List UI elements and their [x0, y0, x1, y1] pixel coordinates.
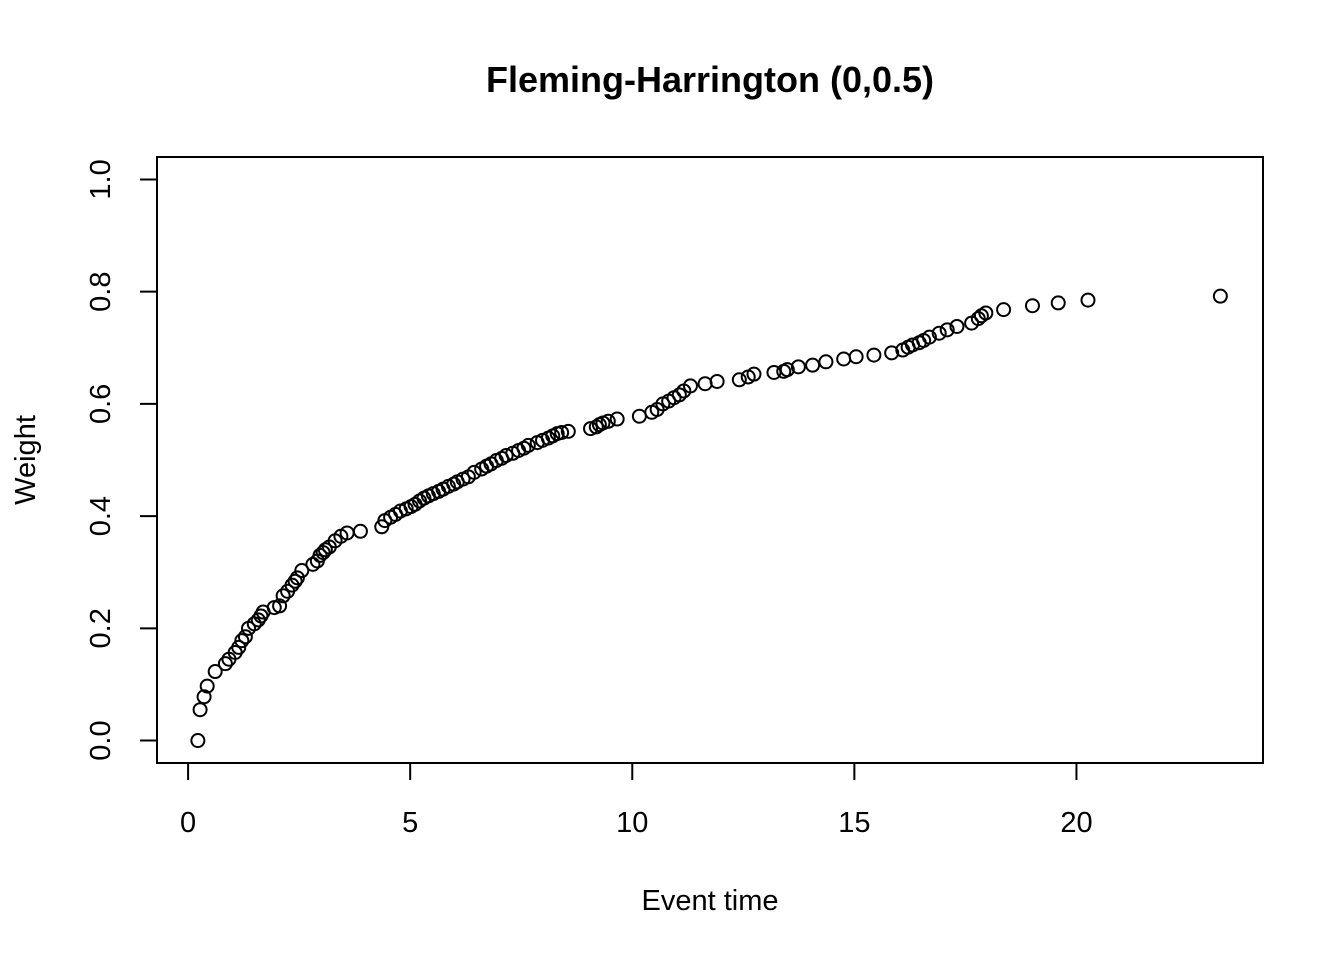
data-point	[466, 464, 482, 480]
data-point	[275, 588, 291, 604]
data-point	[746, 366, 762, 382]
data-point	[237, 629, 253, 645]
data-point	[1024, 298, 1040, 314]
data-point	[682, 378, 698, 394]
data-point	[352, 523, 368, 539]
y-tick-label: 1.0	[85, 159, 117, 199]
data-point	[583, 421, 599, 437]
data-point	[939, 322, 955, 338]
data-point	[697, 376, 713, 392]
data-point	[217, 656, 233, 672]
y-tick-label: 0.6	[85, 384, 117, 424]
y-tick-label: 0.2	[85, 608, 117, 648]
data-point	[231, 639, 247, 655]
y-tick-label: 0.0	[85, 720, 117, 760]
data-point	[250, 612, 266, 628]
data-point	[560, 423, 576, 439]
data-point	[1212, 288, 1228, 304]
x-tick-label: 15	[838, 807, 870, 839]
x-axis-label: Event time	[642, 885, 779, 917]
data-point	[978, 305, 994, 321]
data-point	[520, 437, 536, 453]
data-point	[671, 387, 687, 403]
data-point	[709, 373, 725, 389]
data-point	[272, 598, 288, 614]
x-tick-label: 0	[180, 807, 196, 839]
data-point	[884, 345, 900, 361]
data-point	[848, 349, 864, 365]
data-point	[805, 357, 821, 373]
data-point	[287, 573, 303, 589]
data-point	[294, 563, 310, 579]
data-point	[199, 678, 215, 694]
chart-title: Fleming-Harrington (0,0.5)	[486, 59, 934, 100]
data-point	[305, 556, 321, 572]
plot-frame	[156, 156, 1264, 764]
y-axis-label: Weight	[10, 415, 42, 505]
data-point	[196, 689, 212, 705]
data-point	[790, 359, 806, 375]
data-point	[609, 411, 625, 427]
data-point	[554, 425, 570, 441]
x-tick-label: 10	[616, 807, 648, 839]
data-point	[931, 325, 947, 341]
data-point	[289, 570, 305, 586]
data-point	[836, 351, 852, 367]
data-point	[949, 318, 965, 334]
data-point	[207, 664, 223, 680]
data-point	[600, 413, 616, 429]
data-point	[731, 372, 747, 388]
data-point	[190, 733, 206, 749]
x-tick-label: 20	[1060, 807, 1092, 839]
x-tick-label: 5	[402, 807, 418, 839]
data-point	[631, 408, 647, 424]
y-axis: 0.0 0.2 0.4 0.6 0.8 1.0	[85, 159, 158, 761]
data-point	[1080, 292, 1096, 308]
x-axis: 0 5 10 15 20	[180, 762, 1093, 839]
y-tick-label: 0.4	[85, 496, 117, 536]
data-points	[190, 288, 1228, 749]
data-point	[866, 347, 882, 363]
data-point	[921, 329, 937, 345]
data-point	[234, 633, 250, 649]
y-tick-label: 0.8	[85, 272, 117, 312]
data-point	[996, 302, 1012, 318]
data-point	[818, 354, 834, 370]
data-point	[498, 448, 514, 464]
data-point	[317, 542, 333, 558]
data-point	[1050, 295, 1066, 311]
data-point	[779, 362, 795, 378]
data-point	[192, 702, 208, 718]
